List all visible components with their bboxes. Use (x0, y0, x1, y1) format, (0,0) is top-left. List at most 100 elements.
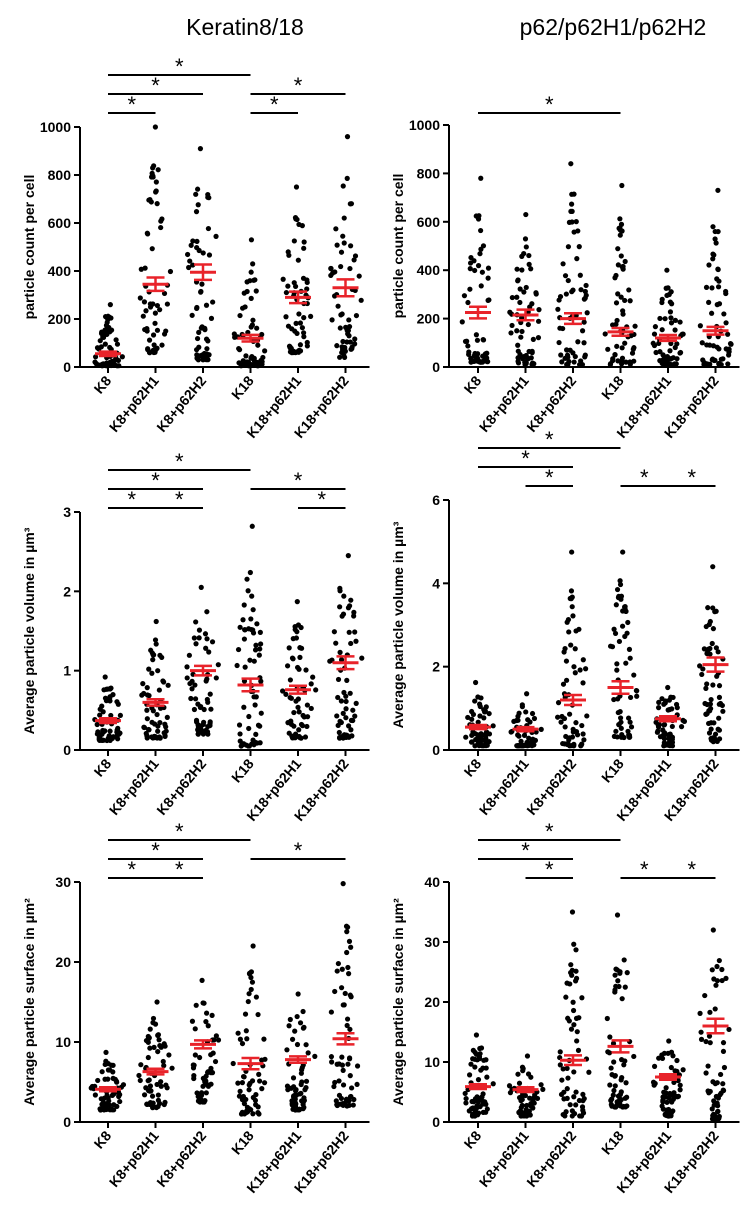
y-tick-label: 0 (432, 742, 440, 758)
data-point (556, 297, 562, 303)
data-point (712, 731, 719, 737)
data-point (189, 686, 195, 692)
data-point (141, 1092, 148, 1098)
data-point (161, 331, 168, 337)
y-tick-label: 200 (417, 311, 441, 327)
data-point (522, 1092, 528, 1099)
data-point (347, 265, 353, 272)
data-point (564, 361, 570, 368)
y-tick-label: 30 (55, 874, 71, 890)
data-point (257, 646, 263, 652)
data-point (332, 1079, 338, 1086)
data-point (197, 723, 203, 729)
data-point (345, 1061, 351, 1067)
data-point (308, 681, 314, 687)
data-point (341, 240, 347, 246)
data-point (716, 957, 722, 964)
data-point (352, 629, 358, 635)
data-point (294, 599, 300, 605)
data-point (294, 664, 301, 671)
data-point (703, 1070, 709, 1076)
data-point (298, 645, 305, 651)
data-point (470, 1047, 476, 1053)
data-point (303, 1078, 310, 1084)
data-point (205, 338, 211, 344)
significance-star: * (270, 92, 279, 117)
data-point (619, 355, 626, 361)
data-point (701, 361, 707, 368)
data-point (475, 263, 482, 269)
data-point (563, 677, 570, 683)
data-point (509, 322, 515, 329)
significance-star: * (545, 92, 554, 117)
y-tick-label: 400 (48, 263, 72, 279)
data-point (573, 1089, 579, 1095)
data-point (353, 312, 360, 319)
data-point (674, 1057, 680, 1064)
data-point (213, 1033, 219, 1039)
y-tick-label: 10 (55, 1034, 71, 1050)
data-point (631, 672, 637, 678)
data-point (262, 1056, 268, 1062)
data-point (562, 646, 568, 652)
data-point (567, 347, 573, 353)
data-point (343, 715, 349, 721)
significance-star: * (294, 73, 303, 98)
data-point (559, 359, 565, 365)
data-point (674, 705, 680, 711)
data-point (237, 1088, 243, 1094)
data-point (250, 317, 256, 323)
y-tick-label: 0 (63, 359, 71, 375)
data-point (538, 1082, 544, 1088)
data-point (353, 638, 359, 644)
data-point (157, 652, 163, 658)
data-point (485, 275, 491, 281)
data-point (562, 1113, 568, 1119)
data-point (611, 626, 617, 632)
data-point (721, 311, 727, 317)
data-point (204, 636, 210, 642)
data-point (95, 1077, 101, 1084)
data-point (185, 251, 191, 258)
data-point (674, 1068, 680, 1074)
data-point (239, 1080, 245, 1086)
data-point (613, 966, 619, 972)
data-point (141, 690, 147, 697)
data-point (619, 623, 626, 629)
data-point (108, 712, 114, 719)
data-point (617, 715, 624, 721)
data-point (706, 1033, 713, 1039)
data-point (627, 298, 633, 304)
data-point (614, 317, 620, 324)
data-point (245, 998, 251, 1005)
data-point (344, 677, 350, 683)
data-point (577, 667, 583, 673)
data-point (522, 236, 529, 242)
data-point (203, 1019, 209, 1025)
data-point (196, 247, 202, 254)
data-point (621, 1062, 627, 1068)
data-point (348, 640, 354, 647)
data-point (345, 964, 351, 971)
data-point (614, 667, 620, 673)
data-point (518, 334, 524, 340)
data-point (155, 1092, 161, 1098)
data-point (572, 646, 578, 652)
data-point (665, 707, 671, 713)
data-point (707, 1040, 713, 1046)
data-point (668, 1064, 674, 1071)
data-point (530, 1095, 536, 1101)
data-point (459, 319, 465, 325)
data-point (248, 986, 254, 993)
data-point (108, 362, 114, 369)
data-point (574, 1029, 580, 1035)
data-point (715, 266, 721, 273)
data-point (344, 929, 350, 935)
data-point (340, 1067, 346, 1073)
y-tick-label: 6 (432, 492, 440, 508)
data-point (351, 257, 357, 263)
data-point (508, 729, 514, 735)
data-point (700, 357, 706, 363)
data-point (524, 1109, 530, 1116)
data-point (581, 340, 587, 346)
